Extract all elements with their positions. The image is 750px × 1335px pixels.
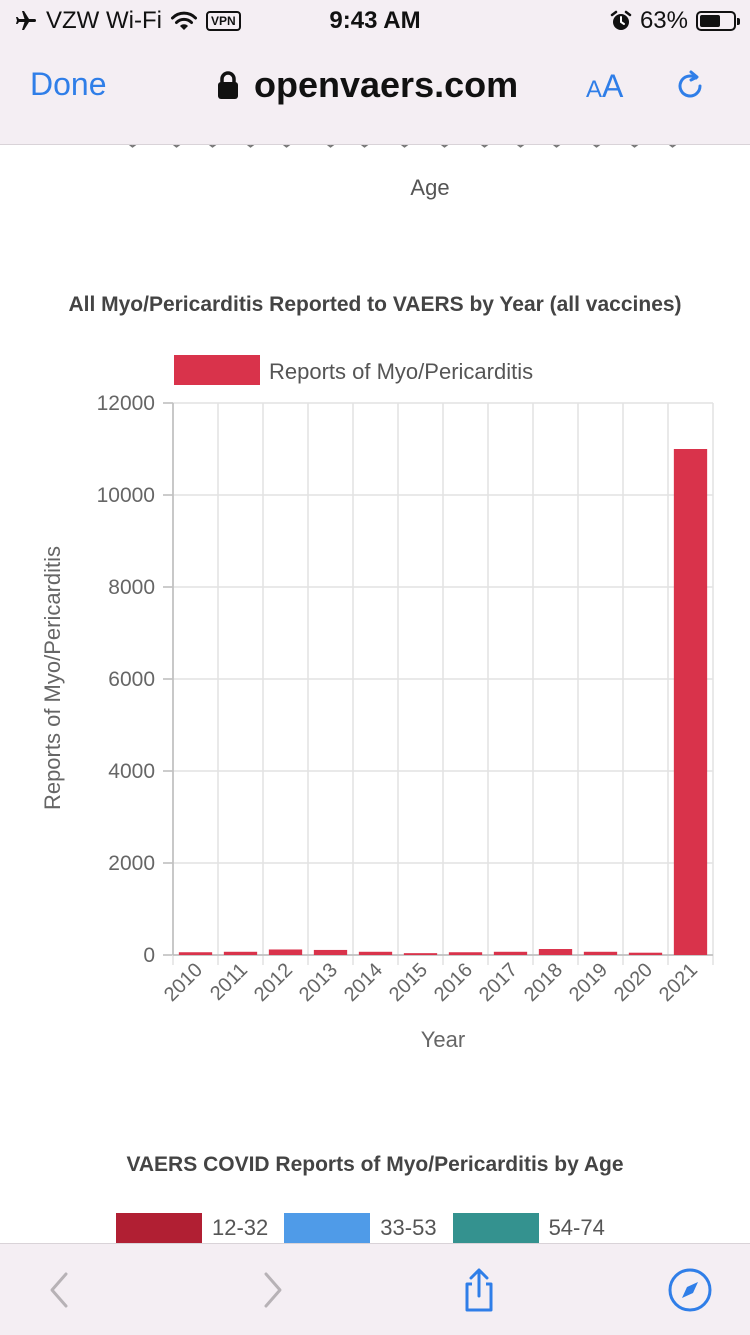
- chart1-bar-2019: [583, 951, 618, 955]
- chart2-legend-item[interactable]: 54-74: [452, 1213, 605, 1243]
- page-content: Age All Myo/Pericarditis Reported to VAE…: [0, 145, 750, 1243]
- wifi-icon: [170, 11, 197, 30]
- text-size-large-a: A: [602, 68, 624, 104]
- chart1-y-tick-label: 0: [143, 944, 155, 967]
- share-icon[interactable]: [455, 1266, 503, 1314]
- done-button[interactable]: Done: [30, 66, 107, 102]
- chart1-x-axis-title: Year: [421, 1027, 465, 1052]
- chart1-y-tick-label: 8000: [108, 576, 155, 599]
- chart1-y-tick-label: 12000: [97, 392, 155, 415]
- chart1-bar-2021: [673, 449, 708, 955]
- legend-swatch-33-53: [284, 1213, 371, 1243]
- previous-chart-tick-fragments: [128, 145, 677, 148]
- status-bar: VZW Wi-Fi VPN 9:43 AM 63%: [0, 0, 750, 42]
- battery-icon: [696, 11, 740, 31]
- chart1-bar-2020: [628, 952, 663, 955]
- chart1-x-tick-label: 2013: [295, 959, 342, 1006]
- carrier-label: VZW Wi-Fi: [46, 7, 162, 34]
- chart1-x-tick-label: 2019: [565, 959, 612, 1006]
- chart1-yearly-bar-chart: Reports of Myo/Pericarditis 0 2000 4000 6000…: [40, 355, 714, 1052]
- legend-label-54-74: 54-74: [548, 1215, 605, 1240]
- chart1-legend-swatch: [174, 355, 260, 385]
- chart1-bar-2017: [493, 951, 528, 955]
- battery-tip: [737, 18, 740, 25]
- chart1-legend-label: Reports of Myo/Pericarditis: [269, 359, 533, 384]
- browser-toolbar: Done openvaers.com AA: [0, 42, 750, 145]
- chart1-x-tick-label: 2020: [610, 959, 657, 1006]
- chart1-x-tick-label: 2014: [340, 959, 387, 1006]
- legend-label-12-32: 12-32: [212, 1215, 269, 1240]
- address-bar[interactable]: openvaers.com: [216, 64, 518, 106]
- chart1-x-tick-label: 2010: [160, 959, 207, 1006]
- chart1-bar-2016: [448, 952, 483, 955]
- chart1-y-tick-label: 6000: [108, 668, 155, 691]
- chart2-legend-item[interactable]: 33-53: [284, 1213, 437, 1243]
- chart1-x-tick-label: 2021: [655, 959, 702, 1006]
- battery-fill: [700, 15, 720, 27]
- airplane-icon: [16, 11, 36, 30]
- compass-safari-icon[interactable]: [666, 1266, 714, 1314]
- forward-chevron-icon[interactable]: [248, 1266, 296, 1314]
- chart2-legend-item[interactable]: 12-32: [116, 1213, 268, 1243]
- chart1-x-tick-label: 2017: [475, 959, 522, 1006]
- chart1-x-tick-label: 2011: [206, 959, 252, 1005]
- chart2-legend: 12-32 33-53 54-74: [116, 1213, 621, 1243]
- chart1-bar-2011: [223, 951, 258, 955]
- chart1-x-tick-label: 2016: [430, 959, 477, 1006]
- chart1-bar-2013: [313, 949, 348, 955]
- chart1-y-tick-label: 4000: [108, 760, 155, 783]
- back-chevron-icon[interactable]: [36, 1266, 84, 1314]
- chart1-x-tick-label: 2018: [520, 959, 567, 1006]
- status-right: 63%: [610, 7, 740, 35]
- browser-bottom-bar: [0, 1243, 750, 1335]
- text-size-small-a: A: [586, 76, 603, 103]
- vpn-badge: VPN: [205, 11, 241, 31]
- previous-chart-x-axis-label: Age: [410, 175, 450, 200]
- chart1-bar-2014: [358, 951, 393, 955]
- chart1-bar-2018: [538, 949, 573, 955]
- legend-swatch-12-32: [116, 1213, 202, 1243]
- chart2-title: VAERS COVID Reports of Myo/Pericarditis …: [126, 1153, 624, 1176]
- status-left: VZW Wi-Fi VPN: [14, 7, 241, 35]
- battery-percent: 63%: [639, 7, 688, 34]
- legend-label-33-53: 33-53: [380, 1215, 437, 1240]
- chart1-x-tick-label: 2012: [250, 959, 297, 1006]
- lock-icon: [218, 71, 238, 99]
- reload-icon[interactable]: [672, 68, 708, 104]
- alarm-icon: [610, 10, 632, 30]
- chart1-x-tick-label: 2015: [385, 959, 432, 1006]
- text-size-button[interactable]: AA: [586, 68, 623, 105]
- chart1-y-axis-title: Reports of Myo/Pericarditis: [40, 546, 65, 810]
- chart1-bar-2012: [268, 949, 303, 955]
- chart1-bar-2010: [178, 952, 213, 955]
- status-time: 9:43 AM: [329, 7, 421, 34]
- chart1-y-tick-label: 2000: [108, 852, 155, 875]
- chart1-title: All Myo/Pericarditis Reported to VAERS b…: [68, 293, 682, 316]
- legend-swatch-54-74: [452, 1213, 539, 1243]
- chart1-bar-2015: [403, 953, 438, 955]
- chart1-y-tick-label: 10000: [97, 484, 155, 507]
- url-text: openvaers.com: [254, 64, 519, 105]
